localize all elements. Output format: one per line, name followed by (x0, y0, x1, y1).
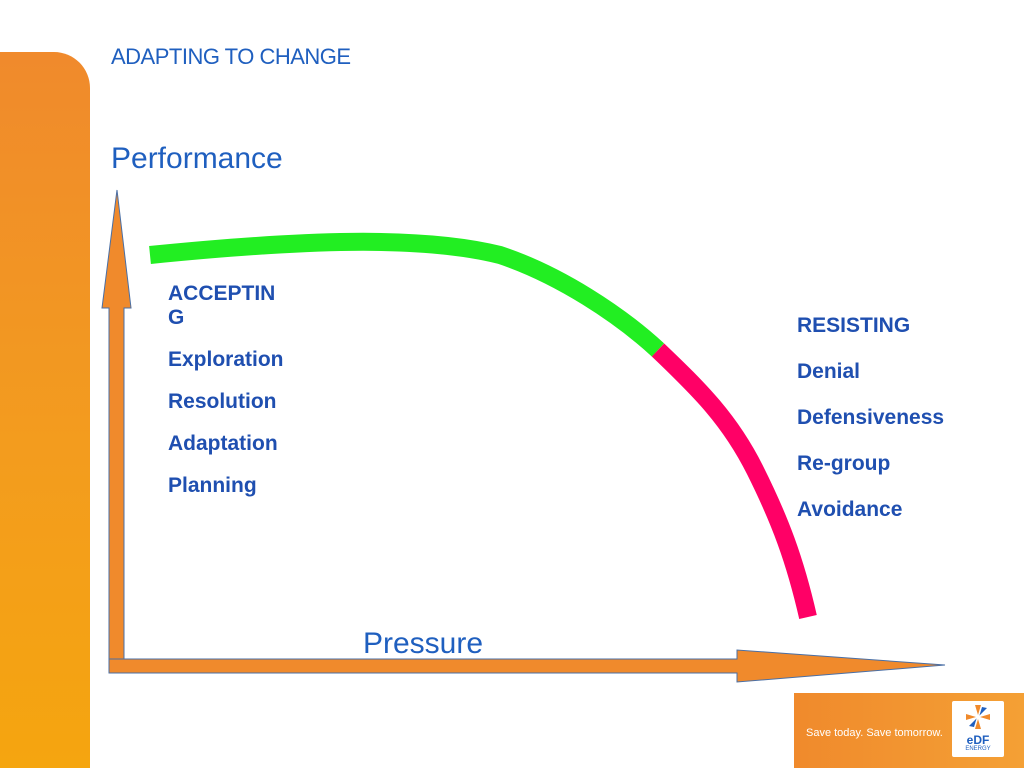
tagline: Save today. Save tomorrow. (806, 727, 943, 739)
accepting-item: Resolution (168, 390, 277, 413)
resisting-item: Avoidance (797, 498, 903, 521)
x-axis-arrow (108, 649, 946, 683)
x-axis-label: Pressure (363, 627, 484, 660)
logo-text: eDF (966, 733, 990, 747)
resisting-item: Denial (797, 360, 861, 383)
resisting-item: Re-group (797, 452, 891, 475)
y-axis-arrow (101, 189, 132, 673)
accepting-list: ACCEPTING Exploration Resolution Adaptat… (168, 282, 290, 516)
y-axis-label: Performance (111, 142, 283, 175)
edf-logo: eDF ENERGY (952, 701, 1004, 757)
resisting-curve (651, 343, 817, 620)
footer-banner: Save today. Save tomorrow. eDF ENERGY (794, 693, 1024, 768)
logo-subtext: ENERGY (965, 746, 991, 752)
orange-sidebar (0, 52, 90, 768)
resisting-list: RESISTING Denial Defensiveness Re-group … (797, 314, 997, 544)
accepting-item: Planning (168, 474, 257, 497)
accepting-heading: ACCEPTING (168, 282, 276, 329)
edf-pinwheel-icon (966, 705, 990, 729)
accepting-item: Exploration (168, 348, 284, 371)
resisting-item: Defensiveness (797, 406, 945, 429)
accepting-curve (149, 232, 665, 357)
accepting-item: Adaptation (168, 432, 278, 455)
slide-title: ADAPTING TO CHANGE (111, 44, 351, 69)
resisting-heading: RESISTING (797, 314, 911, 337)
